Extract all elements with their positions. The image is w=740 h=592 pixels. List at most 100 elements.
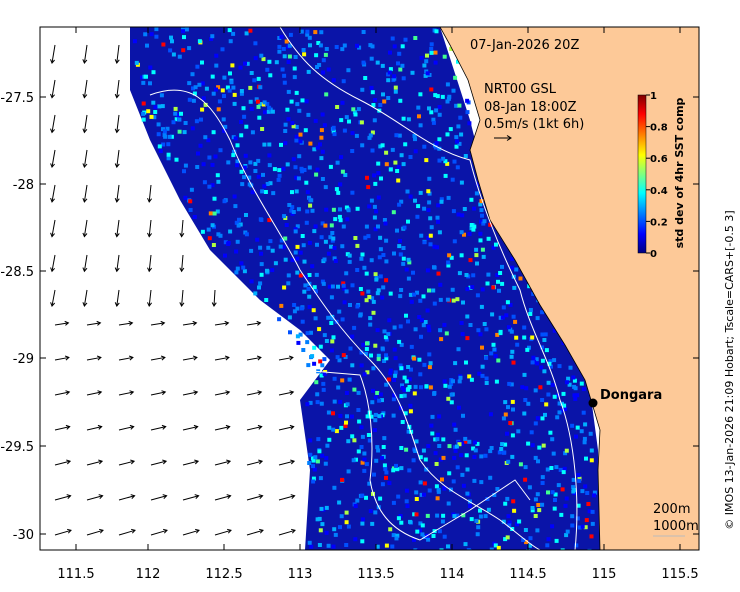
sst-pixel [495, 332, 500, 337]
sst-pixel [422, 63, 427, 68]
sst-pixel [428, 233, 433, 238]
sst-pixel [454, 103, 459, 108]
sst-pixel [329, 223, 334, 228]
sst-pixel [422, 362, 427, 367]
sst-pixel [460, 472, 465, 477]
sst-pixel [267, 218, 272, 223]
sst-pixel [446, 195, 451, 200]
sst-pixel [530, 360, 535, 365]
sst-pixel [308, 452, 313, 457]
sst-pixel [210, 74, 215, 79]
sst-pixel [161, 142, 166, 147]
sst-pixel [326, 67, 331, 72]
sst-pixel [568, 365, 573, 370]
sst-pixel [323, 185, 328, 190]
sst-pixel [457, 442, 462, 447]
sst-pixel [405, 504, 410, 509]
sst-pixel [260, 127, 265, 131]
wind-arrow [246, 528, 264, 536]
sst-pixel [462, 232, 466, 237]
sst-pixel [233, 136, 238, 141]
sst-pixel [461, 300, 465, 305]
sst-pixel [465, 98, 470, 103]
sst-pixel [498, 315, 503, 320]
sst-pixel [267, 105, 272, 110]
sst-pixel [424, 467, 429, 472]
sst-pixel [355, 243, 360, 248]
contour-200m [279, 27, 578, 550]
sst-pixel [436, 203, 441, 208]
sst-pixel [439, 337, 444, 342]
sst-pixel [303, 275, 308, 279]
sst-pixel [271, 191, 276, 196]
wind-arrow [182, 355, 198, 361]
sst-pixel [183, 163, 188, 168]
sst-pixel [294, 138, 299, 143]
sst-pixel [360, 87, 365, 92]
sst-pixel [397, 244, 402, 249]
sst-pixel [311, 479, 316, 484]
sst-pixel [505, 496, 510, 501]
sst-pixel [412, 391, 417, 396]
sst-pixel [522, 325, 527, 330]
sst-pixel [295, 102, 300, 107]
sst-pixel [441, 437, 446, 442]
sst-pixel [429, 87, 434, 92]
sst-pixel [572, 378, 577, 383]
sst-pixel [457, 405, 461, 410]
sst-pixel [359, 350, 364, 355]
sst-pixel [517, 519, 522, 524]
sst-pixel [382, 99, 387, 104]
sst-pixel [143, 32, 148, 37]
sst-pixel [555, 393, 560, 398]
sst-pixel [366, 234, 371, 239]
sst-pixel [491, 285, 496, 290]
sst-pixel [592, 493, 596, 498]
sst-pixel [426, 324, 431, 329]
sst-pixel [304, 180, 309, 185]
sst-pixel [402, 375, 407, 380]
sst-pixel [530, 506, 535, 510]
sst-pixel [524, 540, 529, 545]
sst-pixel [506, 405, 510, 410]
sst-pixel [414, 512, 419, 517]
sst-pixel [442, 534, 447, 539]
sst-pixel [367, 438, 372, 443]
sst-pixel [253, 169, 258, 173]
sst-pixel [511, 314, 516, 319]
sst-pixel [341, 353, 346, 358]
sst-pixel [388, 67, 393, 72]
sst-pixel [474, 247, 479, 252]
sst-pixel [248, 160, 253, 165]
sst-pixel [506, 514, 511, 519]
sst-pixel [455, 465, 460, 470]
wind-vector-field [50, 44, 296, 536]
sst-pixel [548, 359, 553, 364]
sst-pixel [207, 236, 212, 241]
sst-pixel [160, 104, 165, 109]
sst-pixel [285, 107, 290, 112]
sst-pixel [365, 341, 369, 346]
sst-pixel [344, 205, 349, 210]
contour-legend-1000m: 1000m [653, 519, 699, 534]
sst-pixel [250, 190, 255, 195]
sst-pixel [262, 142, 267, 147]
sst-pixel [321, 387, 326, 392]
sst-pixel [460, 332, 465, 337]
colorbar [637, 94, 647, 254]
sst-pixel [435, 245, 440, 250]
sst-pixel [398, 514, 403, 518]
y-tick-label: -28 [13, 178, 34, 193]
sst-pixel [177, 54, 182, 59]
sst-pixel [396, 165, 401, 169]
sst-pixel [256, 158, 261, 163]
sst-pixel [306, 112, 311, 117]
sst-pixel [335, 355, 340, 360]
x-tick-label: 112 [136, 567, 161, 582]
sst-pixel [347, 119, 351, 124]
sst-pixel [439, 548, 444, 550]
sst-pixel [211, 91, 216, 96]
sst-pixel [315, 145, 320, 150]
x-tick-label: 114.5 [509, 567, 546, 582]
sst-pixel [375, 544, 380, 549]
